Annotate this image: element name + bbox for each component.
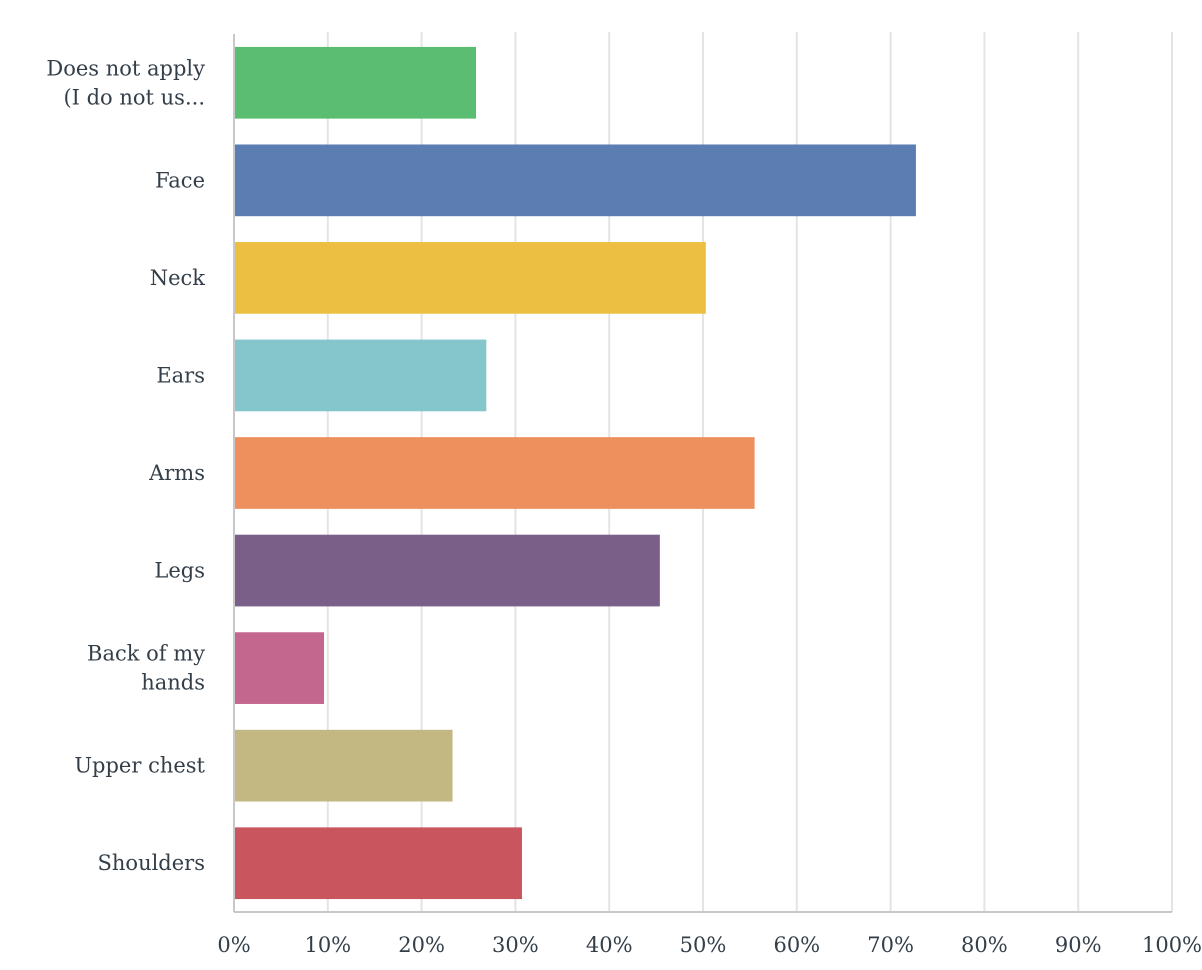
x-tick-label: 40% <box>586 933 633 957</box>
bars <box>234 46 916 900</box>
category-label: (I do not us... <box>63 85 205 109</box>
x-tick-label: 50% <box>680 933 727 957</box>
axes <box>233 34 1172 913</box>
category-label: Legs <box>154 559 205 583</box>
bar <box>234 729 453 802</box>
bar <box>234 632 325 704</box>
x-tick-label: 20% <box>398 933 445 957</box>
x-tick-label: 30% <box>492 933 539 957</box>
bar <box>234 339 487 412</box>
bar <box>234 437 755 509</box>
category-label: Back of my <box>87 642 205 666</box>
x-tick-label: 80% <box>961 933 1008 957</box>
x-tick-label: 100% <box>1142 933 1202 957</box>
bar <box>234 46 477 119</box>
category-label: Ears <box>156 363 205 387</box>
bar <box>234 827 522 900</box>
bar <box>234 144 916 217</box>
category-label: hands <box>141 671 205 695</box>
x-tick-label: 90% <box>1055 933 1102 957</box>
x-tick-label: 70% <box>867 933 914 957</box>
category-label: Arms <box>148 461 205 485</box>
x-tick-labels: 0% 10% 20% 30% 40% 50% 60% 70% 80% 90% 100% <box>217 933 1202 957</box>
bar <box>234 534 660 607</box>
bar <box>234 242 706 314</box>
category-label: Neck <box>150 266 206 290</box>
category-label: Shoulders <box>98 851 205 875</box>
category-labels: Does not apply (I do not us... Face Neck Ear… <box>46 56 205 875</box>
category-label: Does not apply <box>46 56 205 80</box>
x-tick-label: 10% <box>304 933 351 957</box>
category-label: Upper chest <box>74 754 205 778</box>
category-label: Face <box>155 168 205 192</box>
x-tick-label: 60% <box>773 933 820 957</box>
x-tick-label: 0% <box>217 933 250 957</box>
